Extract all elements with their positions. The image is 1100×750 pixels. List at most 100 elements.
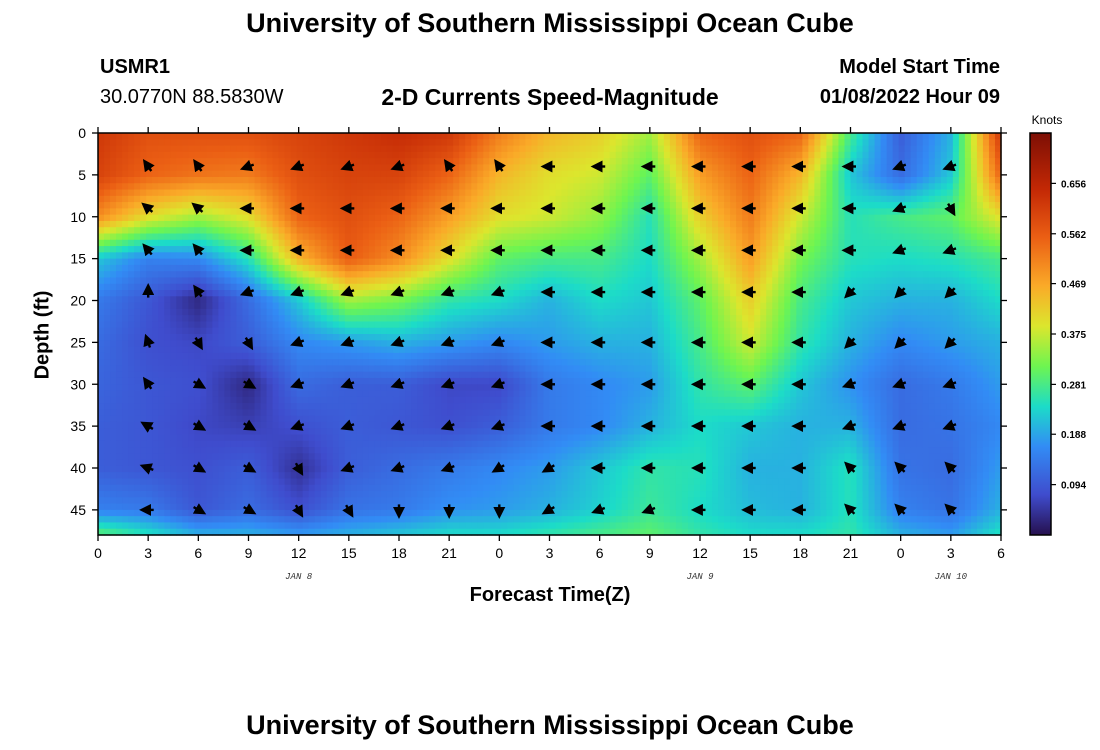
heatmap-cell xyxy=(104,277,111,285)
heatmap-cell xyxy=(555,164,563,172)
heatmap-cell xyxy=(501,321,508,329)
heatmap-cell xyxy=(543,151,551,159)
heatmap-cell xyxy=(266,145,274,153)
heatmap-cell xyxy=(988,315,996,323)
heatmap-cell xyxy=(495,183,502,191)
heatmap-cell xyxy=(266,139,274,147)
heatmap-cell xyxy=(308,290,316,297)
heatmap-cell xyxy=(399,189,406,197)
heatmap-cell xyxy=(140,220,147,228)
heatmap-cell xyxy=(868,277,876,285)
heatmap-cell xyxy=(110,158,117,166)
heatmap-cell xyxy=(405,164,412,172)
heatmap-cell xyxy=(850,271,858,279)
heatmap-cell xyxy=(170,214,177,222)
heatmap-cell xyxy=(976,145,984,153)
heatmap-cell xyxy=(489,271,496,279)
heatmap-cell xyxy=(218,195,226,203)
heatmap-cell xyxy=(176,271,183,279)
heatmap-cell xyxy=(290,264,298,272)
heatmap-cell xyxy=(700,214,707,222)
heatmap-cell xyxy=(405,233,412,241)
heatmap-cell xyxy=(465,195,472,203)
heatmap-cell xyxy=(904,202,912,209)
heatmap-cell xyxy=(844,327,852,335)
heatmap-cell xyxy=(651,283,659,291)
heatmap-cell xyxy=(242,176,250,184)
heatmap-cell xyxy=(230,302,238,310)
heatmap-cell xyxy=(886,133,894,140)
heatmap-cell xyxy=(272,145,280,153)
heatmap-cell xyxy=(585,189,593,197)
heatmap-cell xyxy=(206,158,213,166)
heatmap-cell xyxy=(796,321,803,329)
heatmap-cell xyxy=(284,334,292,341)
heatmap-cell xyxy=(627,246,635,253)
heatmap-cell xyxy=(278,233,286,241)
heatmap-cell xyxy=(838,158,846,166)
heatmap-cell xyxy=(98,139,105,147)
heatmap-cell xyxy=(904,189,912,197)
heatmap-cell xyxy=(399,145,406,153)
heatmap-cell xyxy=(573,277,581,285)
heatmap-cell xyxy=(242,227,250,235)
heatmap-cell xyxy=(447,239,454,247)
heatmap-cell xyxy=(483,183,490,191)
heatmap-cell xyxy=(922,158,930,166)
heatmap-cell xyxy=(561,158,569,166)
heatmap-cell xyxy=(657,214,665,222)
heatmap-cell xyxy=(886,164,894,172)
heatmap-cell xyxy=(218,202,226,209)
heatmap-cell xyxy=(152,296,159,304)
heatmap-cell xyxy=(248,183,256,191)
heatmap-cell xyxy=(826,164,834,172)
heatmap-cell xyxy=(651,233,659,241)
heatmap-cell xyxy=(687,296,695,304)
heatmap-cell xyxy=(663,334,671,341)
heatmap-cell xyxy=(459,164,466,172)
heatmap-cell xyxy=(928,233,936,241)
heatmap-cell xyxy=(663,233,671,241)
heatmap-cell xyxy=(224,133,232,140)
heatmap-cell xyxy=(790,139,797,147)
heatmap-cell xyxy=(573,264,581,272)
heatmap-cell xyxy=(603,214,611,222)
heatmap-cell xyxy=(122,233,129,241)
heatmap-cell xyxy=(399,195,406,203)
heatmap-cell xyxy=(411,233,418,241)
heatmap-cell xyxy=(946,327,954,335)
heatmap-cell xyxy=(392,321,400,329)
heatmap-cell xyxy=(278,302,286,310)
heatmap-cell xyxy=(693,239,701,247)
heatmap-cell xyxy=(585,264,593,272)
heatmap-cell xyxy=(146,195,153,203)
heatmap-cell xyxy=(110,302,117,310)
heatmap-cell xyxy=(585,164,593,172)
heatmap-cell xyxy=(368,283,376,291)
heatmap-cell xyxy=(880,183,888,191)
heatmap-cell xyxy=(248,202,256,209)
heatmap-cell xyxy=(537,308,545,316)
heatmap-cell xyxy=(904,183,912,191)
heatmap-cell xyxy=(128,327,135,335)
heatmap-cell xyxy=(501,227,508,235)
heatmap-cell xyxy=(802,239,809,247)
heatmap-cell xyxy=(814,334,821,341)
heatmap-cell xyxy=(742,233,749,241)
heatmap-cell xyxy=(483,296,490,304)
heatmap-cell xyxy=(212,252,219,260)
heatmap-cell xyxy=(98,170,105,178)
heatmap-cell xyxy=(399,233,406,241)
heatmap-cell xyxy=(892,252,900,260)
heatmap-cell xyxy=(970,264,978,272)
heatmap-cell xyxy=(326,321,334,329)
heatmap-cell xyxy=(904,139,912,147)
heatmap-cell xyxy=(693,170,701,178)
heatmap-cell xyxy=(946,183,954,191)
heatmap-cell xyxy=(453,296,460,304)
heatmap-cell xyxy=(278,283,286,291)
heatmap-cell xyxy=(766,258,773,266)
heatmap-cell xyxy=(718,164,725,172)
heatmap-cell xyxy=(736,133,743,140)
heatmap-cell xyxy=(633,258,641,266)
